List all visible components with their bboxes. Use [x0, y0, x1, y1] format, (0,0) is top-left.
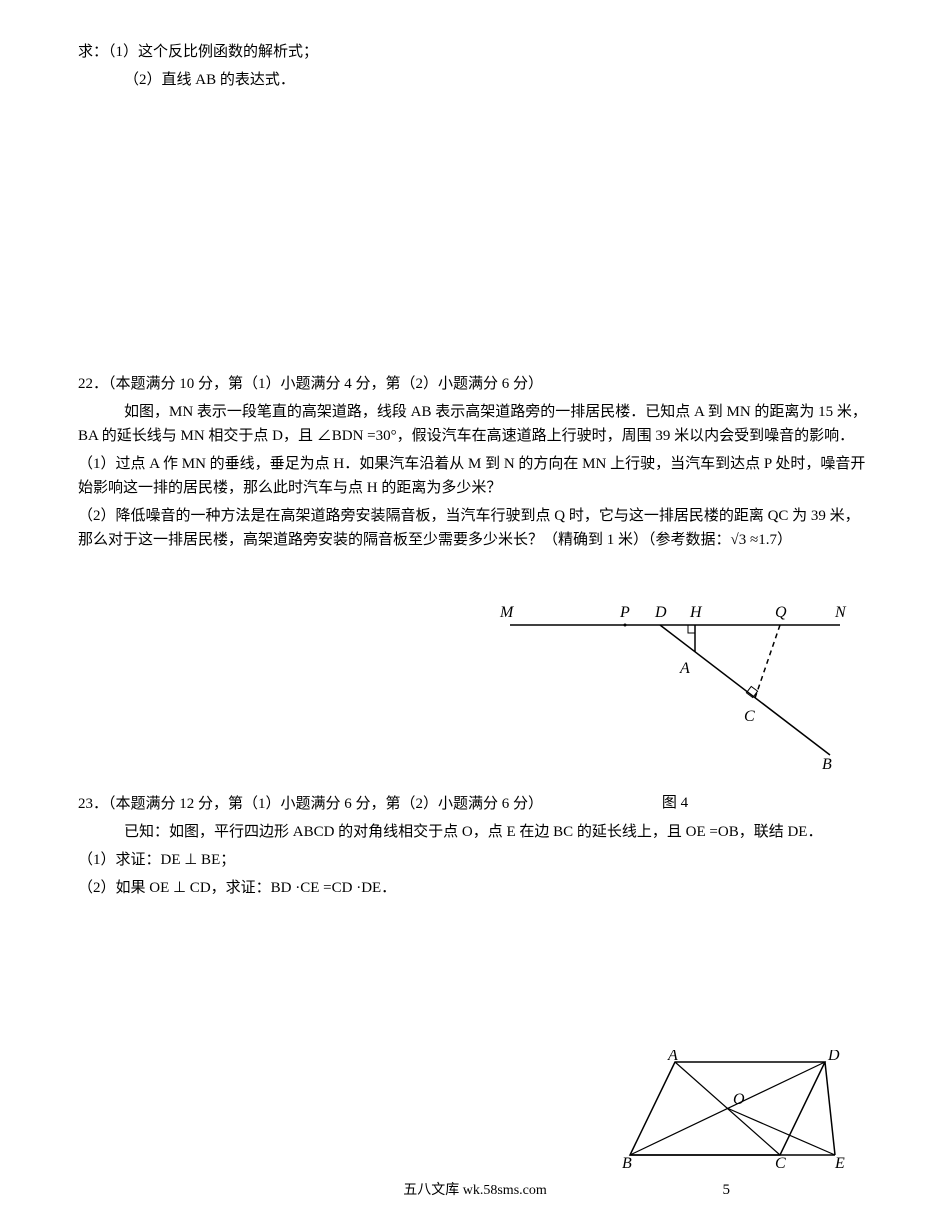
label-N: N — [834, 604, 847, 621]
q23-svg: A D B C E O — [620, 1050, 860, 1170]
footer-text: 五八文库 wk.58sms.com — [0, 1180, 950, 1202]
label-M: M — [499, 604, 515, 621]
label-C2: C — [775, 1155, 786, 1170]
label-C: C — [744, 708, 755, 725]
q23-diagram: A D B C E O — [620, 1050, 860, 1178]
q22-body-1: 如图，MN 表示一段笔直的高架道路，线段 AB 表示高架道路旁的一排居民楼．已知… — [78, 400, 872, 448]
q22-svg: M P D H Q N A C B — [490, 595, 860, 775]
q22-fig-label: 图 4 — [490, 791, 860, 815]
q22-body-2: （1）过点 A 作 MN 的垂线，垂足为点 H．如果汽车沿着从 M 到 N 的方… — [78, 452, 872, 500]
q23-body-2: （1）求证：DE ⊥ BE； — [78, 848, 872, 872]
top-text-2: （2）直线 AB 的表达式． — [78, 68, 872, 92]
label-D: D — [654, 604, 667, 621]
label-A2: A — [667, 1050, 678, 1064]
page-number: 5 — [723, 1178, 731, 1202]
label-P: P — [619, 604, 630, 621]
q23-body-3: （2）如果 OE ⊥ CD，求证：BD ·CE =CD ·DE． — [78, 876, 872, 900]
q22-body-3: （2）降低噪音的一种方法是在高架道路旁安装隔音板，当汽车行驶到点 Q 时，它与这… — [78, 504, 872, 552]
q22-header: 22．（本题满分 10 分，第（1）小题满分 4 分，第（2）小题满分 6 分） — [78, 372, 872, 396]
label-A: A — [679, 660, 690, 677]
label-D2: D — [827, 1050, 840, 1064]
label-E2: E — [834, 1155, 845, 1170]
top-text-1: 求：（1）这个反比例函数的解析式； — [78, 40, 872, 64]
label-Q: Q — [775, 604, 787, 621]
label-H: H — [689, 604, 703, 621]
label-B: B — [822, 756, 832, 773]
label-O2: O — [733, 1091, 745, 1108]
label-B2: B — [622, 1155, 632, 1170]
q22-diagram: M P D H Q N A C B 图 4 — [490, 595, 860, 815]
q23-body-1: 已知：如图，平行四边形 ABCD 的对角线相交于点 O，点 E 在边 BC 的延… — [78, 820, 872, 844]
